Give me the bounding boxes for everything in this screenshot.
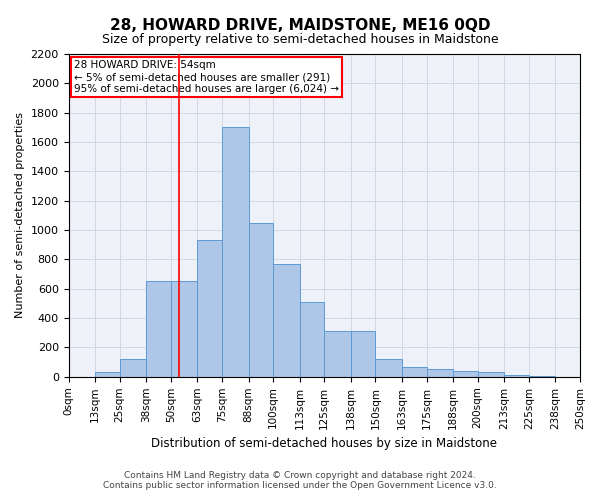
Text: 28, HOWARD DRIVE, MAIDSTONE, ME16 0QD: 28, HOWARD DRIVE, MAIDSTONE, ME16 0QD: [110, 18, 490, 32]
Bar: [453, 371, 478, 377]
Text: Size of property relative to semi-detached houses in Maidstone: Size of property relative to semi-detach…: [101, 32, 499, 46]
Bar: [95, 372, 119, 377]
Bar: [248, 222, 273, 377]
Bar: [222, 128, 248, 377]
Bar: [197, 240, 222, 377]
Text: 28 HOWARD DRIVE: 54sqm
← 5% of semi-detached houses are smaller (291)
95% of sem: 28 HOWARD DRIVE: 54sqm ← 5% of semi-deta…: [74, 60, 338, 94]
Bar: [402, 366, 427, 377]
Bar: [351, 332, 376, 377]
Bar: [273, 264, 300, 377]
Bar: [324, 332, 351, 377]
Bar: [529, 376, 556, 377]
Text: Contains HM Land Registry data © Crown copyright and database right 2024.
Contai: Contains HM Land Registry data © Crown c…: [103, 470, 497, 490]
Bar: [119, 359, 146, 377]
Bar: [300, 302, 324, 377]
Bar: [505, 376, 529, 377]
Bar: [171, 282, 197, 377]
Bar: [478, 372, 505, 377]
X-axis label: Distribution of semi-detached houses by size in Maidstone: Distribution of semi-detached houses by …: [151, 437, 497, 450]
Bar: [376, 359, 402, 377]
Y-axis label: Number of semi-detached properties: Number of semi-detached properties: [15, 112, 25, 318]
Bar: [427, 370, 453, 377]
Bar: [146, 282, 171, 377]
